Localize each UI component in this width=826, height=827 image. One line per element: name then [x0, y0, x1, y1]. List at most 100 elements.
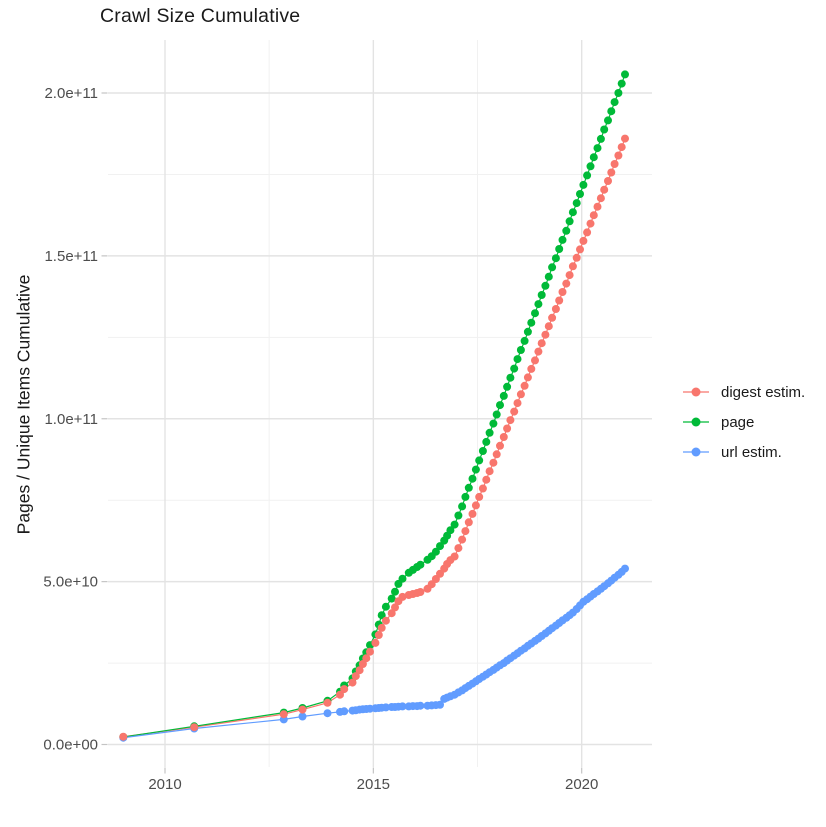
data-point	[464, 483, 473, 492]
data-point	[468, 474, 477, 483]
data-point	[558, 235, 567, 244]
data-point	[391, 587, 399, 596]
data-point	[416, 588, 425, 596]
data-point	[510, 407, 519, 416]
legend: digest estim. page url estim.	[681, 377, 805, 467]
grid-minor	[108, 40, 652, 767]
data-point	[523, 373, 532, 382]
data-point	[458, 502, 467, 511]
data-point	[461, 492, 470, 501]
data-point	[398, 702, 407, 711]
legend-key-dot	[691, 417, 701, 427]
data-point	[583, 228, 592, 237]
data-point	[471, 465, 480, 474]
data-point	[454, 544, 463, 553]
y-tick-label: 5.0e+10	[43, 574, 98, 591]
data-point	[492, 450, 501, 459]
data-point	[475, 492, 484, 501]
series-line-page	[123, 74, 626, 738]
data-point	[541, 281, 550, 290]
data-point	[516, 346, 525, 354]
data-point	[485, 428, 494, 437]
legend-item-digest-estim-: digest estim.	[681, 377, 805, 407]
data-point	[520, 336, 529, 345]
series-line-url-estim-	[123, 568, 626, 739]
data-point	[119, 732, 128, 741]
series-points-url-estim-	[119, 564, 629, 742]
data-point	[558, 288, 567, 296]
data-point	[506, 416, 515, 425]
series-points-page	[119, 70, 629, 741]
data-point	[520, 381, 529, 390]
data-point	[607, 107, 616, 116]
data-point	[534, 300, 543, 309]
data-point	[506, 373, 515, 382]
data-point	[551, 254, 560, 263]
chart-title: Crawl Size Cumulative	[100, 5, 301, 27]
data-point	[279, 710, 288, 719]
data-point	[503, 424, 512, 433]
data-point	[576, 245, 584, 254]
data-point	[548, 313, 557, 322]
data-point	[436, 542, 444, 551]
data-point	[436, 700, 444, 709]
x-tick-label: 2020	[565, 776, 598, 793]
data-point	[614, 89, 623, 97]
data-point	[374, 631, 383, 639]
data-point	[446, 526, 455, 535]
data-point	[527, 364, 536, 373]
x-tick-label: 2015	[357, 776, 390, 793]
legend-item-url-estim-: url estim.	[681, 437, 805, 467]
legend-key-icon	[683, 387, 709, 397]
grid-major	[108, 40, 652, 767]
data-point	[596, 194, 605, 203]
data-point	[381, 616, 390, 625]
data-point	[398, 592, 407, 601]
legend-label: digest estim.	[721, 383, 806, 401]
data-point	[548, 263, 557, 272]
data-point	[541, 330, 550, 339]
data-point	[478, 484, 487, 493]
data-point	[604, 177, 612, 185]
data-point	[621, 564, 629, 573]
data-point	[572, 199, 581, 208]
data-point	[482, 475, 491, 484]
data-point	[454, 511, 463, 520]
data-point	[544, 322, 553, 331]
data-point	[527, 318, 536, 327]
legend-key-dot	[691, 447, 701, 457]
data-point	[499, 433, 508, 441]
y-tick-label: 2.0e+11	[44, 85, 98, 102]
data-point	[516, 390, 525, 399]
data-point	[450, 520, 459, 529]
data-point	[391, 603, 399, 612]
data-point	[355, 666, 364, 675]
data-point	[565, 217, 574, 226]
data-point	[336, 690, 344, 699]
data-point	[586, 219, 595, 228]
data-point	[534, 347, 543, 356]
data-point	[607, 168, 616, 177]
data-point	[551, 305, 560, 313]
data-point	[492, 410, 501, 419]
data-point	[496, 401, 504, 410]
data-point	[544, 272, 553, 281]
data-point	[537, 339, 546, 348]
data-point	[555, 296, 564, 305]
data-point	[499, 391, 508, 400]
data-point	[537, 291, 546, 299]
data-point	[323, 709, 332, 718]
data-point	[377, 623, 386, 632]
data-point	[617, 79, 626, 88]
data-point	[381, 703, 390, 712]
legend-label: page	[721, 413, 755, 431]
data-point	[565, 271, 574, 280]
data-point	[475, 456, 484, 465]
data-point	[468, 509, 477, 518]
data-point	[387, 609, 396, 618]
data-point	[351, 672, 360, 681]
data-point	[398, 574, 407, 583]
data-point	[596, 134, 605, 143]
